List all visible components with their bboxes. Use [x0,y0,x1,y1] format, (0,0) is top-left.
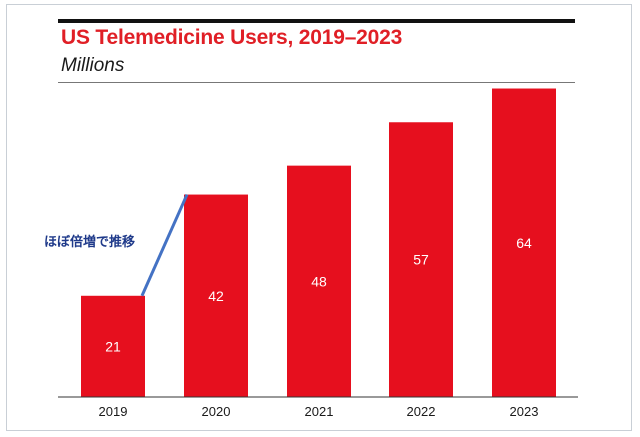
data-label-2022: 57 [413,252,429,268]
data-label-2019: 21 [105,338,121,354]
x-tick-label-2020: 2020 [202,404,231,419]
chart-subtitle: Millions [61,55,125,76]
growth-annotation: ほぼ倍増で推移 [44,234,136,249]
bar-2022 [389,122,453,397]
bar-2023 [492,88,556,398]
x-tick-label-2019: 2019 [99,404,128,419]
x-tick-label-2021: 2021 [305,404,334,419]
data-label-2023: 64 [516,235,532,251]
chart-title: US Telemedicine Users, 2019–2023 [61,26,403,49]
growth-annotation-line [140,193,189,297]
data-label-2020: 42 [208,288,224,304]
x-tick-label-2022: 2022 [407,404,436,419]
title-top-rule [58,19,575,23]
subtitle-rule [58,82,575,83]
data-label-2021: 48 [311,273,327,289]
bar-2020 [184,194,248,397]
x-tick-label-2023: 2023 [510,404,539,419]
bar-2019 [81,295,145,397]
bar-2021 [287,165,351,397]
